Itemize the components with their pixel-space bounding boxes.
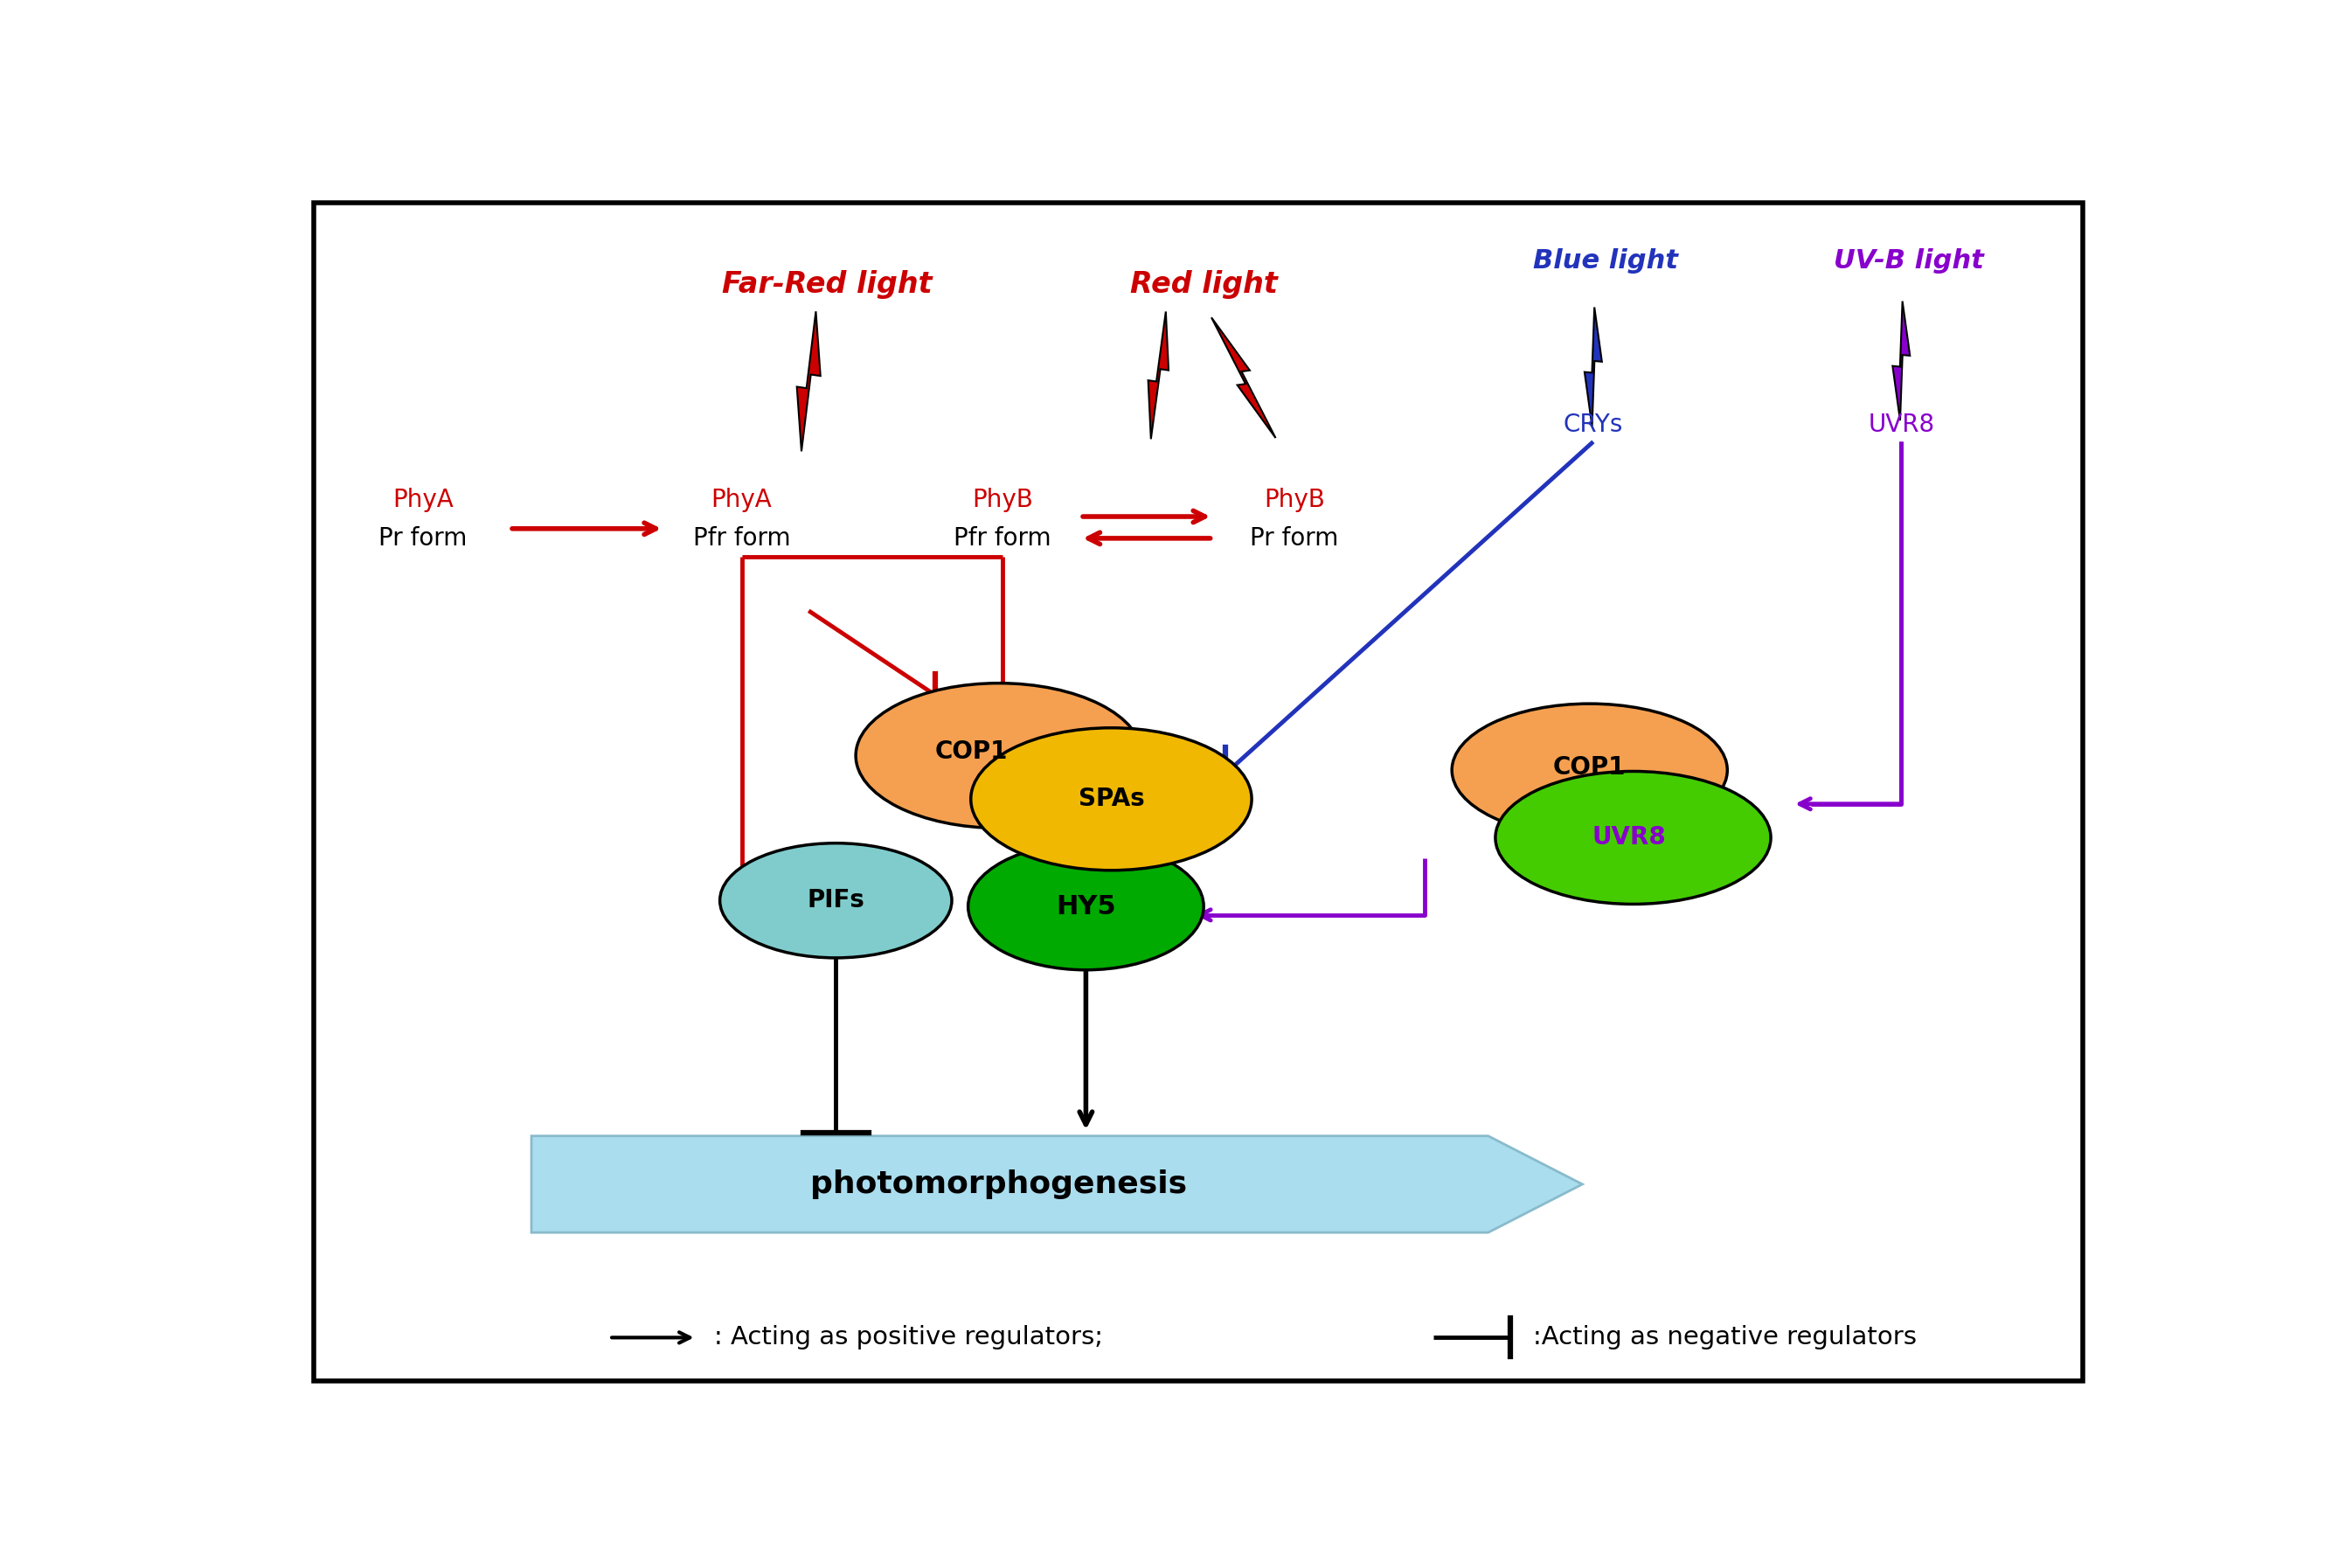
- Text: Far-Red light: Far-Red light: [722, 270, 933, 299]
- Text: UV-B light: UV-B light: [1833, 248, 1983, 273]
- Text: COP1: COP1: [935, 740, 1008, 764]
- Text: UVR8: UVR8: [1868, 412, 1934, 437]
- Polygon shape: [1148, 312, 1169, 439]
- Text: Red light: Red light: [1129, 270, 1277, 299]
- Polygon shape: [1891, 301, 1910, 420]
- Ellipse shape: [720, 844, 952, 958]
- Text: CRYs: CRYs: [1564, 412, 1623, 437]
- Text: PhyB: PhyB: [1265, 488, 1326, 511]
- Text: PhyB: PhyB: [973, 488, 1033, 511]
- Text: HY5: HY5: [1057, 894, 1115, 919]
- Text: COP1: COP1: [1552, 756, 1625, 779]
- Ellipse shape: [970, 728, 1251, 870]
- Text: :Acting as negative regulators: :Acting as negative regulators: [1534, 1325, 1917, 1350]
- FancyArrow shape: [531, 1135, 1583, 1232]
- Text: SPAs: SPAs: [1078, 787, 1143, 811]
- Text: : Acting as positive regulators;: : Acting as positive regulators;: [715, 1325, 1104, 1350]
- Polygon shape: [797, 312, 821, 452]
- Text: PhyA: PhyA: [393, 488, 454, 511]
- Text: Pr form: Pr form: [379, 525, 468, 550]
- Polygon shape: [1585, 307, 1602, 426]
- Polygon shape: [1211, 317, 1277, 437]
- Text: UVR8: UVR8: [1592, 825, 1667, 850]
- Text: Pfr form: Pfr form: [692, 525, 790, 550]
- Ellipse shape: [1452, 704, 1728, 836]
- Text: Blue light: Blue light: [1534, 248, 1679, 273]
- Text: PhyA: PhyA: [711, 488, 772, 511]
- Text: Pfr form: Pfr form: [954, 525, 1052, 550]
- Text: photomorphogenesis: photomorphogenesis: [811, 1170, 1188, 1200]
- Ellipse shape: [856, 684, 1141, 828]
- Ellipse shape: [1496, 771, 1770, 905]
- Ellipse shape: [968, 844, 1204, 971]
- Text: Pr form: Pr form: [1251, 525, 1340, 550]
- Text: PIFs: PIFs: [807, 887, 865, 913]
